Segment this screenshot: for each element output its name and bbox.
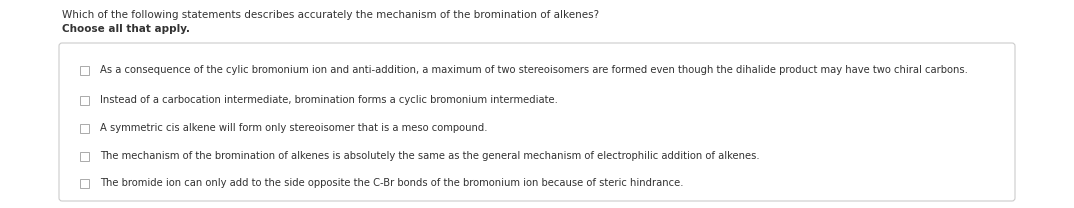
Text: Instead of a carbocation intermediate, bromination forms a cyclic bromonium inte: Instead of a carbocation intermediate, b…	[100, 95, 557, 105]
Text: The bromide ion can only add to the side opposite the C-Br bonds of the bromoniu: The bromide ion can only add to the side…	[100, 178, 683, 188]
Text: As a consequence of the cylic bromonium ion and anti-addition, a maximum of two : As a consequence of the cylic bromonium …	[100, 65, 968, 75]
Bar	[79, 124, 89, 133]
Bar	[79, 66, 89, 75]
Bar	[79, 96, 89, 105]
FancyBboxPatch shape	[59, 43, 1015, 201]
Bar	[79, 152, 89, 161]
Text: The mechanism of the bromination of alkenes is absolutely the same as the genera: The mechanism of the bromination of alke…	[100, 151, 759, 161]
Text: Which of the following statements describes accurately the mechanism of the brom: Which of the following statements descri…	[62, 10, 599, 20]
Bar	[79, 179, 89, 188]
Text: A symmetric cis alkene will form only stereoisomer that is a meso compound.: A symmetric cis alkene will form only st…	[100, 123, 488, 133]
Text: Choose all that apply.: Choose all that apply.	[62, 24, 190, 34]
